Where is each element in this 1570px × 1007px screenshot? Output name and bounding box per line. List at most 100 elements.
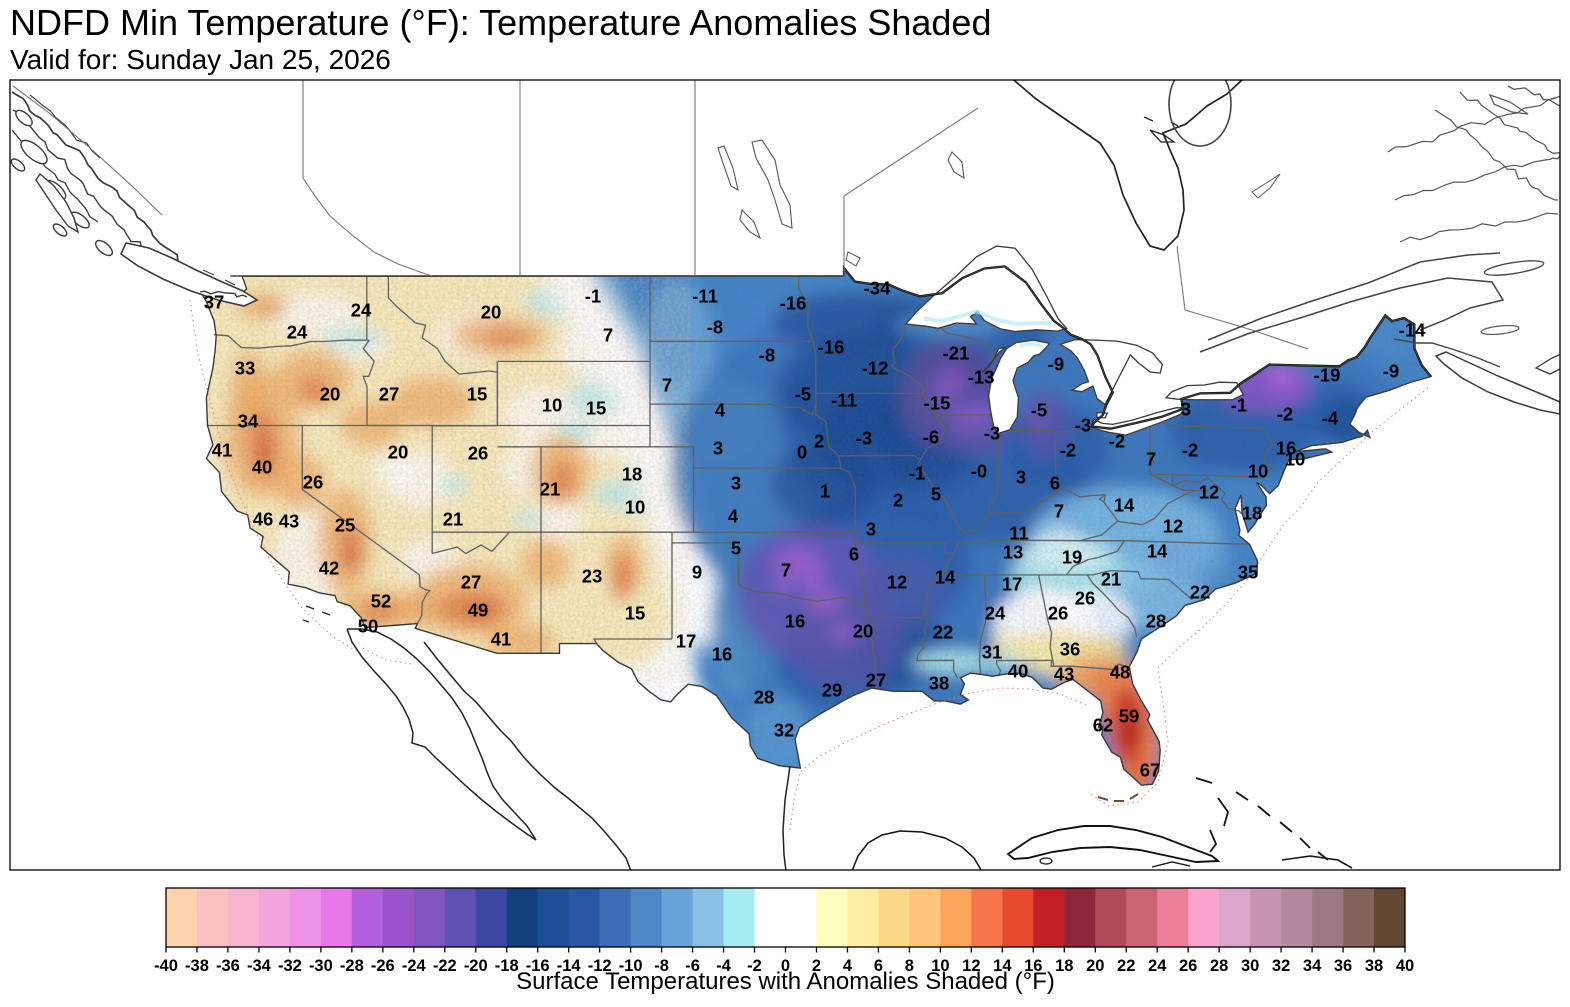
svg-text:-12: -12 (588, 957, 612, 975)
svg-text:8: 8 (905, 957, 914, 975)
svg-text:-28: -28 (340, 957, 364, 975)
svg-text:3: 3 (731, 473, 741, 494)
svg-text:22: 22 (933, 622, 954, 643)
svg-text:-14: -14 (557, 957, 582, 975)
svg-text:-13: -13 (968, 367, 995, 388)
svg-text:-16: -16 (526, 957, 550, 975)
svg-text:-1: -1 (909, 463, 925, 484)
svg-text:41: 41 (212, 440, 233, 461)
svg-text:6: 6 (849, 544, 859, 565)
svg-text:-6: -6 (685, 957, 700, 975)
svg-text:18: 18 (622, 464, 643, 485)
svg-text:0: 0 (797, 442, 807, 463)
svg-text:21: 21 (443, 509, 464, 530)
svg-text:29: 29 (822, 680, 843, 701)
svg-text:6: 6 (1050, 473, 1060, 494)
svg-text:4: 4 (843, 957, 853, 975)
svg-text:2: 2 (893, 490, 903, 511)
svg-text:32: 32 (1272, 957, 1290, 975)
svg-text:49: 49 (468, 600, 489, 621)
svg-text:41: 41 (491, 629, 512, 650)
svg-text:-4: -4 (716, 957, 731, 975)
svg-text:16: 16 (712, 644, 733, 665)
svg-text:33: 33 (235, 358, 256, 379)
svg-text:43: 43 (1054, 664, 1075, 685)
svg-text:20: 20 (1086, 957, 1104, 975)
svg-text:15: 15 (586, 398, 607, 419)
svg-text:34: 34 (1303, 957, 1322, 975)
svg-text:22: 22 (1190, 582, 1211, 603)
svg-text:14: 14 (993, 957, 1012, 975)
svg-text:27: 27 (379, 384, 400, 405)
svg-text:26: 26 (1048, 603, 1069, 624)
svg-text:3: 3 (1181, 399, 1191, 420)
svg-text:-16: -16 (780, 293, 807, 314)
svg-text:12: 12 (962, 957, 980, 975)
svg-text:-2: -2 (1109, 431, 1125, 452)
svg-text:35: 35 (1238, 562, 1259, 583)
svg-text:43: 43 (279, 511, 300, 532)
svg-text:3: 3 (713, 438, 723, 459)
svg-text:4: 4 (728, 506, 739, 527)
svg-text:20: 20 (481, 302, 502, 323)
svg-text:-0: -0 (971, 461, 987, 482)
svg-text:-21: -21 (943, 343, 970, 364)
svg-text:-1: -1 (585, 286, 601, 307)
svg-text:25: 25 (335, 515, 356, 536)
svg-text:7: 7 (781, 560, 791, 581)
svg-text:7: 7 (603, 325, 613, 346)
svg-text:27: 27 (866, 670, 887, 691)
svg-text:-19: -19 (1314, 365, 1341, 386)
svg-text:17: 17 (1002, 574, 1023, 595)
svg-text:14: 14 (1114, 495, 1135, 516)
svg-text:9: 9 (692, 562, 702, 583)
svg-text:-11: -11 (831, 390, 857, 411)
svg-text:13: 13 (1003, 542, 1024, 563)
svg-text:30: 30 (1241, 957, 1259, 975)
svg-text:-2: -2 (1060, 440, 1076, 461)
svg-text:3: 3 (1016, 467, 1026, 488)
svg-text:40: 40 (252, 457, 273, 478)
svg-text:-36: -36 (216, 957, 240, 975)
svg-text:-9: -9 (1383, 361, 1399, 382)
svg-text:6: 6 (874, 957, 883, 975)
svg-text:31: 31 (982, 642, 1003, 663)
svg-text:28: 28 (1146, 611, 1167, 632)
svg-text:-3: -3 (984, 423, 1000, 444)
svg-text:7: 7 (662, 375, 672, 396)
svg-text:26: 26 (1075, 588, 1096, 609)
svg-text:-30: -30 (309, 957, 333, 975)
svg-text:-8: -8 (707, 317, 723, 338)
svg-text:37: 37 (204, 292, 225, 313)
svg-text:-9: -9 (1048, 354, 1064, 375)
svg-text:20: 20 (853, 621, 874, 642)
svg-text:2: 2 (814, 431, 824, 452)
svg-text:-2: -2 (1277, 404, 1293, 425)
svg-text:23: 23 (582, 566, 603, 587)
svg-text:40: 40 (1396, 957, 1414, 975)
svg-text:-4: -4 (1322, 408, 1339, 429)
svg-text:18: 18 (1242, 503, 1263, 524)
svg-text:7: 7 (1146, 449, 1156, 470)
svg-text:27: 27 (461, 572, 482, 593)
svg-text:-5: -5 (1031, 400, 1047, 421)
svg-text:10: 10 (931, 957, 949, 975)
svg-text:28: 28 (1210, 957, 1228, 975)
svg-text:-6: -6 (923, 427, 939, 448)
svg-text:2: 2 (812, 957, 821, 975)
svg-text:26: 26 (303, 472, 324, 493)
svg-text:17: 17 (676, 631, 697, 652)
svg-text:36: 36 (1060, 639, 1081, 660)
svg-text:34: 34 (238, 411, 259, 432)
svg-text:-11: -11 (692, 286, 718, 307)
svg-text:20: 20 (388, 442, 409, 463)
svg-text:-2: -2 (1182, 440, 1198, 461)
svg-text:10: 10 (1248, 461, 1269, 482)
svg-text:5: 5 (731, 538, 741, 559)
svg-text:38: 38 (1365, 957, 1383, 975)
svg-text:26: 26 (468, 443, 489, 464)
svg-text:-8: -8 (654, 957, 669, 975)
svg-text:28: 28 (754, 687, 775, 708)
svg-text:24: 24 (351, 300, 372, 321)
svg-text:46: 46 (253, 509, 274, 530)
